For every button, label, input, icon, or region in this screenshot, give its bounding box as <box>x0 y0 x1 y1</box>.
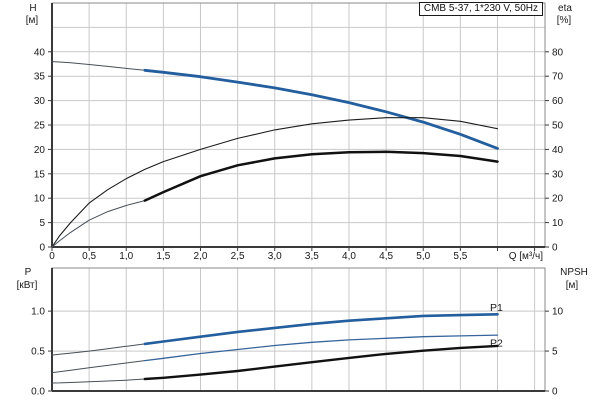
y-right-tick-label: 0 <box>552 387 558 398</box>
npsh-axis-title: NPSH <box>560 267 588 278</box>
y-right-tick-label: 70 <box>552 72 564 83</box>
y-left-tick-label: 0.0 <box>31 387 45 398</box>
x-axis-unit-label: Q [м³/ч] <box>509 251 544 262</box>
chart-title-box: CMB 5-37, 1*230 V, 50Hz <box>418 2 543 16</box>
x-tick-label: 3,5 <box>305 251 319 262</box>
x-tick-label: 4,0 <box>342 251 356 262</box>
eta-total-curve-lead <box>51 200 146 248</box>
eta-total-curve <box>143 150 499 202</box>
chart-power-npsh: 0.0 0.5 1.0 0 5 10 P1 P2 <box>31 267 564 398</box>
x-tick-label: 2,0 <box>194 251 208 262</box>
p-axis-title: P <box>25 267 32 278</box>
head-curve-lead <box>51 61 146 71</box>
y-left-tick-label: 0 <box>39 243 45 254</box>
h-axis-title: H <box>29 3 36 14</box>
npsh-curve <box>143 344 499 381</box>
y-left-tick-label: 40 <box>34 47 46 58</box>
y-right-tick-label: 50 <box>552 121 564 132</box>
y-left-tick-label: 25 <box>34 121 46 132</box>
chart-hq: 0 5 10 15 20 25 30 35 40 0 10 20 30 40 50 60 70 80 0 0,5 1,0… <box>34 2 564 262</box>
y-right-tick-label: 0 <box>552 243 558 254</box>
y-left-tick-label: 1.0 <box>31 307 45 318</box>
y-left-tick-label: 0.5 <box>31 347 45 358</box>
y-left-tick-label: 20 <box>34 145 46 156</box>
p2-curve-lead <box>51 360 146 374</box>
curve-label-p2: P2 <box>490 337 503 349</box>
eta-pump-curve <box>51 117 499 248</box>
y-right-tick-label: 40 <box>552 145 564 156</box>
p2-curve <box>144 334 499 362</box>
p-axis-unit: [кВт] <box>17 280 38 291</box>
head-curve <box>143 68 499 150</box>
y-left-tick-label: 30 <box>34 96 46 107</box>
x-tick-label: 5,5 <box>453 251 467 262</box>
y-left-tick-label: 35 <box>34 72 46 83</box>
p1-curve-lead <box>51 343 146 356</box>
y-right-tick-label: 30 <box>552 169 564 180</box>
x-tick-label: 0 <box>49 251 55 262</box>
y-left-tick-label: 10 <box>34 194 46 205</box>
y-right-tick-label: 5 <box>552 347 558 358</box>
y-right-tick-label: 20 <box>552 194 564 205</box>
x-tick-label: 1,5 <box>156 251 170 262</box>
eta-axis-unit: [%] <box>557 15 572 26</box>
x-tick-label: 3,0 <box>268 251 282 262</box>
curve-label-p1: P1 <box>490 302 503 314</box>
p1-curve <box>143 312 499 346</box>
x-tick-label: 0,5 <box>82 251 96 262</box>
x-tick-label: 1,0 <box>119 251 133 262</box>
x-tick-label: 5,0 <box>416 251 430 262</box>
y-right-tick-label: 80 <box>552 47 564 58</box>
npsh-curve-lead <box>51 378 146 384</box>
h-axis-unit: [м] <box>26 15 39 26</box>
y-right-tick-label: 10 <box>552 218 564 229</box>
y-left-tick-label: 15 <box>34 169 46 180</box>
x-tick-label: 2,5 <box>231 251 245 262</box>
x-tick-label: 4,5 <box>379 251 393 262</box>
y-left-tick-label: 5 <box>39 218 45 229</box>
npsh-axis-unit: [м] <box>566 280 579 291</box>
y-right-tick-label: 60 <box>552 96 564 107</box>
y-right-tick-label: 10 <box>552 307 564 318</box>
eta-axis-title: eta <box>558 3 572 14</box>
